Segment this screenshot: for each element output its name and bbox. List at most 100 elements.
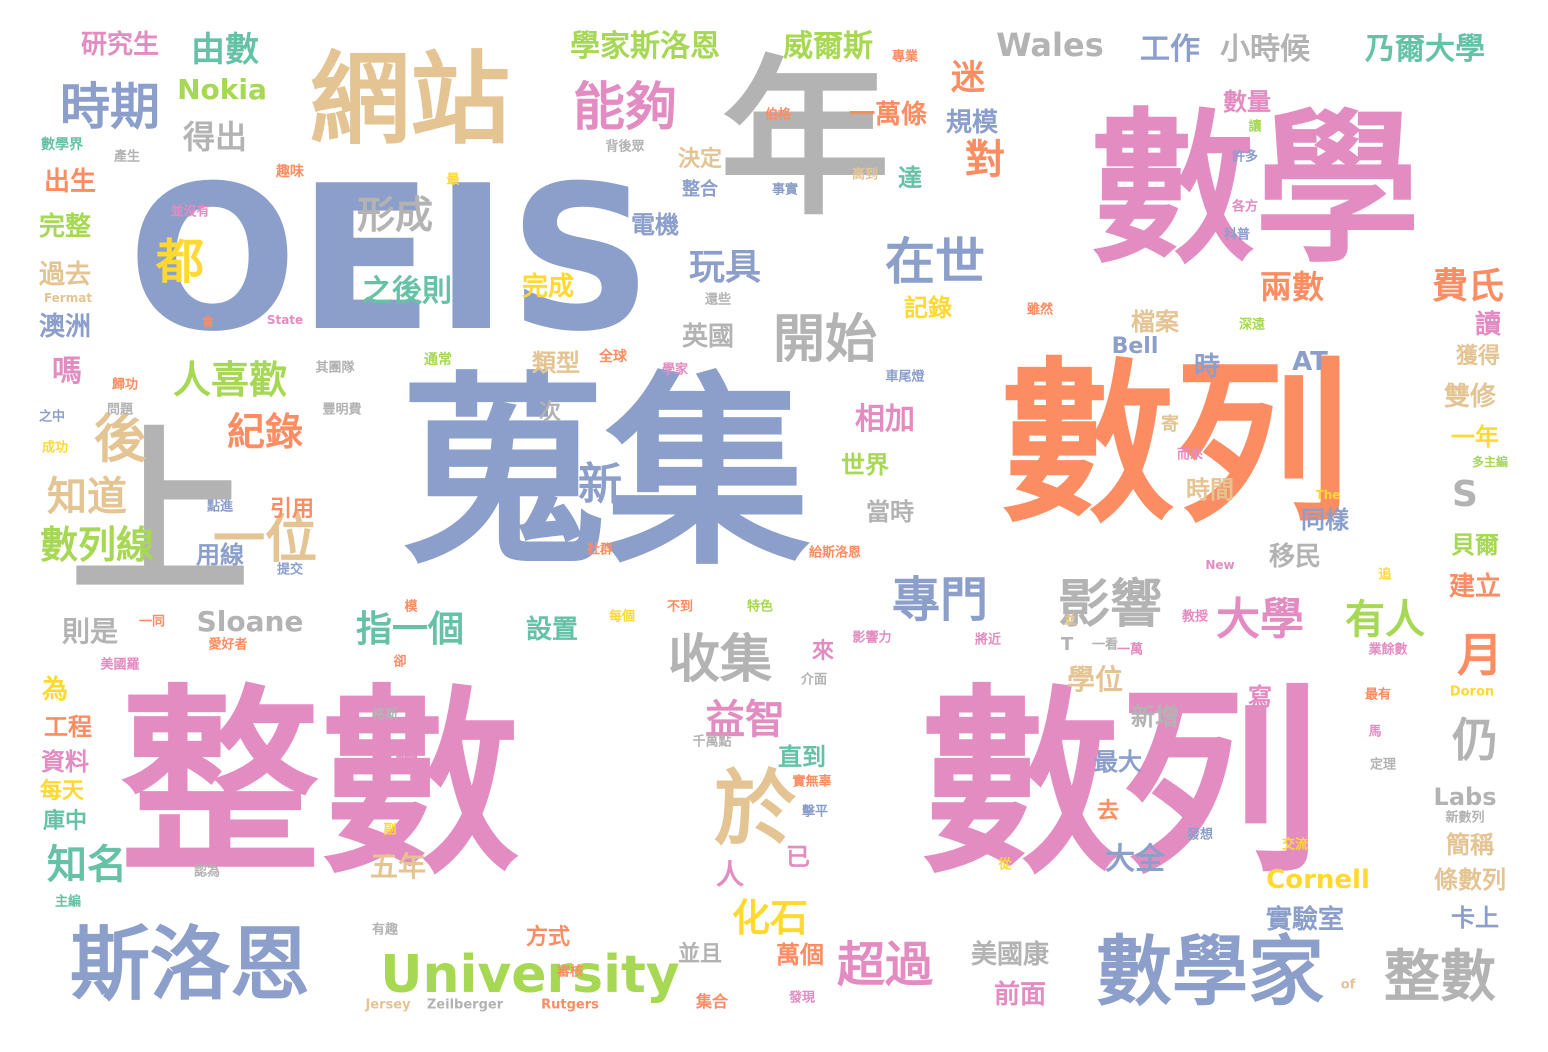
word: 設置: [525, 615, 579, 645]
word: 形成: [356, 193, 434, 237]
word: 許多: [1231, 149, 1259, 165]
word: 蒐集: [400, 355, 810, 594]
word: 持續: [371, 738, 419, 766]
word: 貝爾: [1451, 531, 1499, 559]
word: 教授: [1181, 609, 1209, 625]
word: 一位: [212, 510, 318, 570]
word: 車尾燈: [885, 369, 925, 385]
word: 能夠: [572, 78, 678, 138]
word: 已: [786, 843, 810, 871]
word: 相加: [855, 402, 915, 437]
word: 玩具: [688, 247, 762, 288]
word: 並: [1063, 613, 1077, 627]
word: 工作: [1140, 32, 1200, 67]
word: 世界: [841, 451, 889, 479]
word: 學家斯洛恩: [570, 29, 720, 64]
word: 完成: [521, 272, 575, 302]
word: 多主編: [1471, 455, 1509, 469]
word: 萬個: [776, 941, 824, 969]
word: State: [266, 313, 304, 327]
word: 用線: [196, 541, 244, 569]
word: 澳洲: [38, 312, 92, 342]
word: 會: [201, 315, 215, 329]
word: T: [1060, 634, 1074, 655]
word: 一萬條: [848, 100, 928, 130]
word: 威爾斯: [783, 29, 873, 64]
word: 得出: [182, 118, 248, 156]
word: 指一個: [355, 609, 465, 650]
word: Zeilberger: [426, 997, 504, 1013]
word: 數列: [919, 668, 1321, 901]
word: 產生: [113, 149, 141, 165]
word: 上: [69, 410, 251, 619]
word: Jersey: [365, 997, 411, 1013]
word: 資料: [41, 748, 89, 776]
word: 有趣: [371, 922, 399, 938]
word: 專門: [891, 572, 989, 628]
word: 知名: [47, 842, 127, 888]
word: 收集: [667, 630, 773, 690]
word: 直到: [778, 743, 826, 771]
word: 每個: [608, 609, 636, 625]
word: 網站: [310, 41, 510, 158]
word: 實驗室: [1265, 905, 1345, 935]
word: 過去: [38, 260, 92, 290]
word: 影響力: [852, 630, 892, 646]
word: 之後則: [362, 274, 452, 309]
word: 知道: [47, 474, 127, 520]
word: 規模: [945, 108, 999, 138]
word: 新: [578, 459, 622, 510]
word: 特色: [746, 599, 774, 615]
word: 美國康: [970, 940, 1050, 970]
word: 時期: [60, 78, 160, 136]
word: 開始: [772, 310, 878, 370]
word: 給斯洛恩: [808, 545, 862, 561]
word: 認為: [193, 864, 221, 880]
word: 科普: [1223, 227, 1251, 243]
word: 次: [538, 400, 562, 425]
word: 出生: [43, 167, 97, 197]
word: New: [1205, 558, 1235, 572]
word: 五年: [369, 850, 427, 883]
word: 當時: [866, 498, 914, 526]
word: 深遠: [1238, 317, 1266, 333]
word: 集合: [695, 992, 729, 1011]
word: 全球: [599, 349, 627, 365]
word: S: [1452, 474, 1478, 515]
word: 時間: [1186, 476, 1234, 504]
word: 超過: [836, 937, 934, 993]
word: 數量: [1223, 88, 1271, 116]
word: The: [1315, 488, 1341, 502]
word: Nokia: [177, 73, 267, 106]
word: 大全: [1105, 842, 1165, 877]
word: 新數列: [1445, 810, 1485, 826]
word: 業餘數: [1368, 642, 1408, 658]
word: 各方: [1231, 199, 1259, 215]
word: 介面: [800, 672, 828, 688]
word: Sloane: [196, 605, 304, 638]
word: Doron: [1449, 684, 1495, 700]
word: 工程: [44, 713, 92, 741]
word: 最: [446, 172, 460, 188]
word: 方式: [525, 925, 571, 950]
word: 主編: [54, 894, 82, 910]
word: 追: [1378, 567, 1392, 583]
word: 豐明費: [322, 402, 362, 418]
word: 英國: [681, 322, 735, 352]
word: University: [380, 945, 680, 1005]
word: 決定: [677, 147, 723, 172]
word: 記錄: [904, 294, 952, 322]
word: 去: [1096, 799, 1120, 824]
word: 高到: [851, 167, 879, 183]
word: 馬: [1368, 724, 1382, 740]
word: 通常: [424, 352, 452, 368]
word: 庫中: [42, 809, 88, 834]
word: 都: [155, 234, 205, 290]
word: 條數列: [1434, 866, 1506, 894]
word: 副: [383, 822, 397, 838]
word: 學家: [661, 362, 689, 378]
word: 每天: [39, 779, 85, 804]
word: 卡上: [1451, 904, 1499, 932]
word: Rutgers: [541, 997, 599, 1013]
word: 還些: [704, 292, 732, 308]
